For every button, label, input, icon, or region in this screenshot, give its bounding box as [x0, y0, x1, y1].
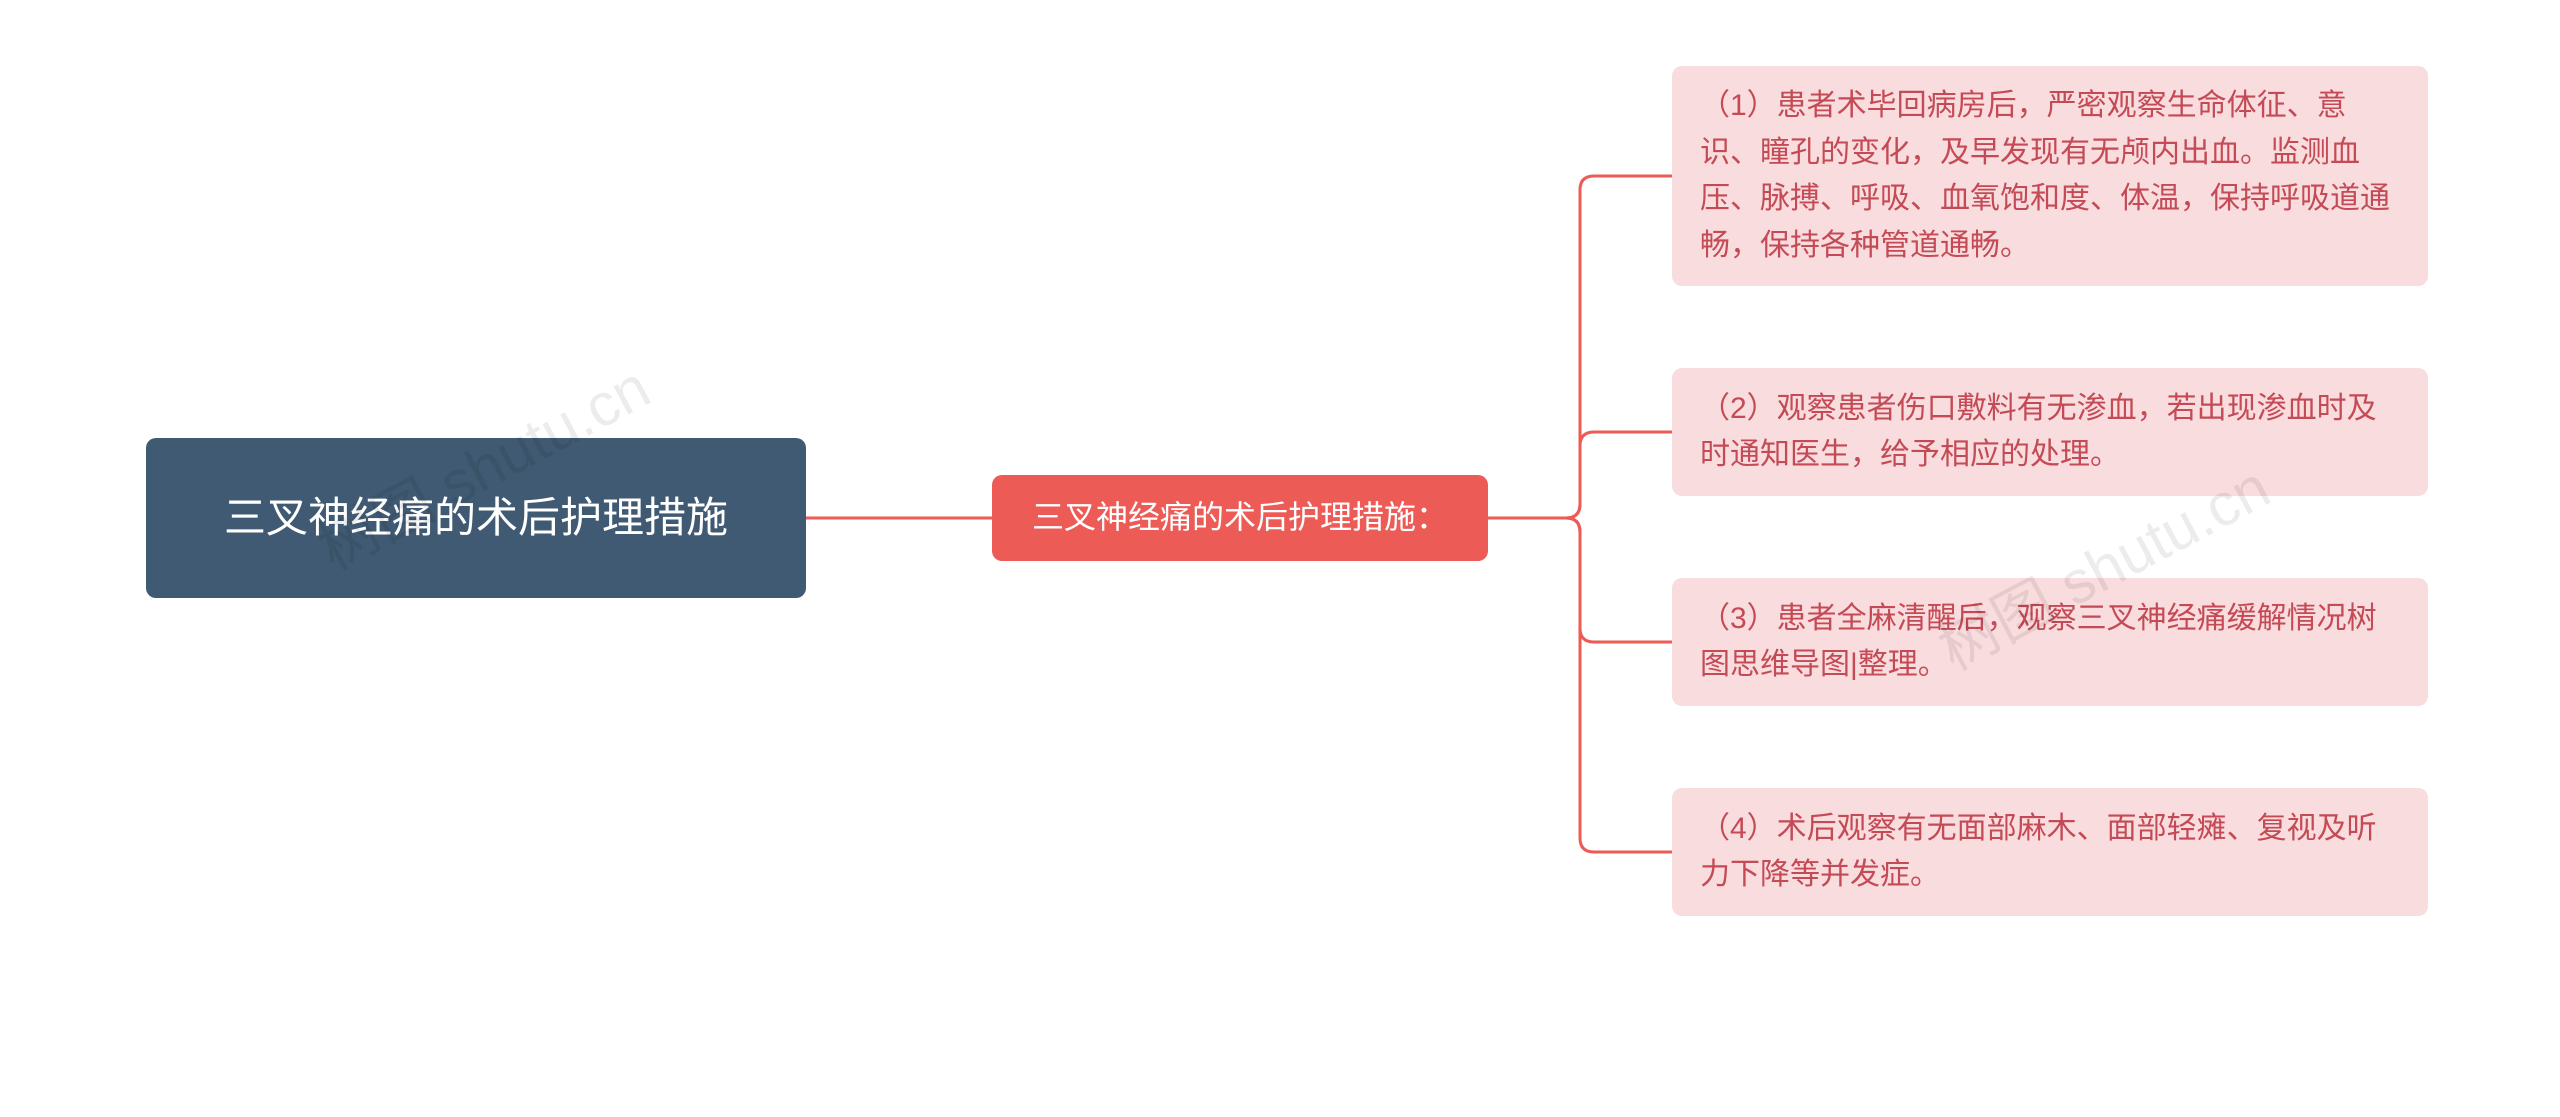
leaf-node-2-text: （2）观察患者伤口敷料有无渗血，若出现渗血时及时通知医生，给予相应的处理。 — [1700, 386, 2400, 479]
sub-node: 三叉神经痛的术后护理措施： — [992, 475, 1488, 561]
leaf-node-1: （1）患者术毕回病房后，严密观察生命体征、意识、瞳孔的变化，及早发现有无颅内出血… — [1672, 66, 2428, 286]
leaf-node-4-text: （4）术后观察有无面部麻木、面部轻瘫、复视及听力下降等并发症。 — [1700, 806, 2400, 899]
leaf-node-3-text: （3）患者全麻清醒后，观察三叉神经痛缓解情况树图思维导图|整理。 — [1700, 596, 2400, 689]
root-node-text: 三叉神经痛的术后护理措施 — [224, 485, 728, 550]
mindmap-canvas: 三叉神经痛的术后护理措施 三叉神经痛的术后护理措施： （1）患者术毕回病房后，严… — [0, 0, 2560, 1117]
sub-node-text: 三叉神经痛的术后护理措施： — [1032, 493, 1448, 543]
root-node: 三叉神经痛的术后护理措施 — [146, 438, 806, 598]
leaf-node-1-text: （1）患者术毕回病房后，严密观察生命体征、意识、瞳孔的变化，及早发现有无颅内出血… — [1700, 83, 2400, 269]
leaf-node-3: （3）患者全麻清醒后，观察三叉神经痛缓解情况树图思维导图|整理。 — [1672, 578, 2428, 706]
leaf-node-2: （2）观察患者伤口敷料有无渗血，若出现渗血时及时通知医生，给予相应的处理。 — [1672, 368, 2428, 496]
leaf-node-4: （4）术后观察有无面部麻木、面部轻瘫、复视及听力下降等并发症。 — [1672, 788, 2428, 916]
